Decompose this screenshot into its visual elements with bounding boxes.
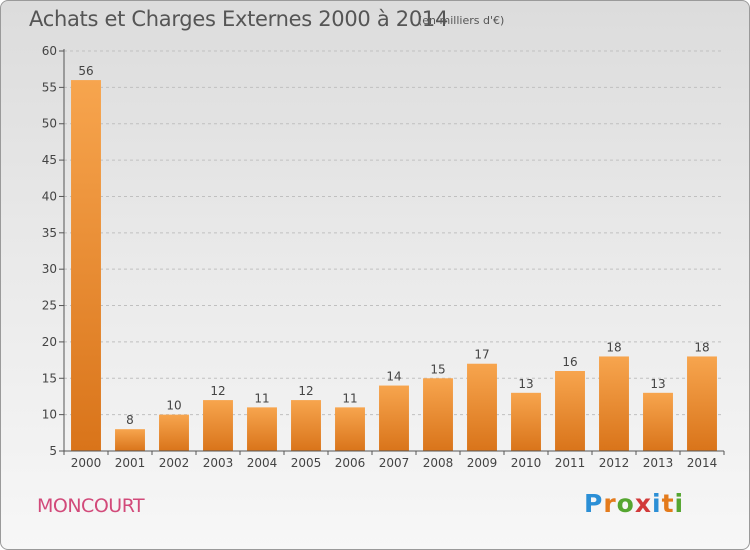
x-tick-label: 2009 (467, 456, 498, 470)
bar (335, 407, 365, 451)
bar (423, 378, 453, 451)
bar (115, 429, 145, 451)
bar (71, 80, 101, 451)
chart-unit: (en milliers d'€) (418, 14, 505, 27)
y-tick-label: 20 (42, 335, 57, 349)
x-tick-label: 2001 (115, 456, 146, 470)
bar (247, 407, 277, 451)
x-tick-label: 2014 (687, 456, 718, 470)
bar (159, 414, 189, 451)
bar (291, 400, 321, 451)
data-label: 11 (342, 391, 357, 405)
axes: 5 10 15 20 25 30 35 40 45 50 55 60 2000 2001 2002 2003 2… (42, 44, 725, 470)
data-label: 12 (210, 384, 225, 398)
data-label: 8 (126, 413, 134, 427)
y-tick-label: 40 (42, 189, 57, 203)
commune-name: MONCOURT (37, 495, 145, 517)
x-tick-label: 2003 (203, 456, 234, 470)
y-tick-label: 35 (42, 226, 57, 240)
x-tick-label: 2004 (247, 456, 278, 470)
data-label: 15 (430, 362, 445, 376)
y-tick-label: 5 (49, 444, 57, 458)
x-tick-label: 2011 (555, 456, 586, 470)
x-tick-label: 2010 (511, 456, 542, 470)
data-label: 18 (694, 340, 709, 354)
bar (599, 356, 629, 451)
x-tick-label: 2013 (643, 456, 674, 470)
y-tick-label: 15 (42, 371, 57, 385)
y-tick-label: 30 (42, 262, 57, 276)
data-label: 10 (166, 399, 181, 413)
data-label: 13 (518, 377, 533, 391)
bar (203, 400, 233, 451)
x-tick-label: 2008 (423, 456, 454, 470)
bar (467, 363, 497, 451)
y-tick-label: 25 (42, 299, 57, 313)
data-label: 11 (254, 391, 269, 405)
proxiti-logo: Proxiti (584, 489, 685, 518)
x-tick-label: 2007 (379, 456, 410, 470)
bars: 56 8 10 12 11 12 11 14 15 17 13 16 18 13 18 (71, 64, 717, 451)
data-label: 56 (78, 64, 93, 78)
x-tick-label: 2002 (159, 456, 190, 470)
data-label: 14 (386, 370, 401, 384)
y-tick-label: 45 (42, 153, 57, 167)
x-tick-label: 2012 (599, 456, 630, 470)
y-tick-label: 10 (42, 408, 57, 422)
data-label: 16 (562, 355, 577, 369)
bar (555, 371, 585, 451)
x-tick-label: 2000 (71, 456, 102, 470)
bar (643, 392, 673, 451)
data-label: 17 (474, 348, 489, 362)
bar (687, 356, 717, 451)
bar (379, 385, 409, 451)
y-tick-label: 60 (42, 44, 57, 58)
y-tick-label: 55 (42, 80, 57, 94)
data-label: 18 (606, 340, 621, 354)
y-tick-label: 50 (42, 117, 57, 131)
x-tick-label: 2005 (291, 456, 322, 470)
bar (511, 392, 541, 451)
data-label: 13 (650, 377, 665, 391)
data-label: 12 (298, 384, 313, 398)
x-tick-label: 2006 (335, 456, 366, 470)
chart-title: Achats et Charges Externes 2000 à 2014 (29, 7, 449, 31)
